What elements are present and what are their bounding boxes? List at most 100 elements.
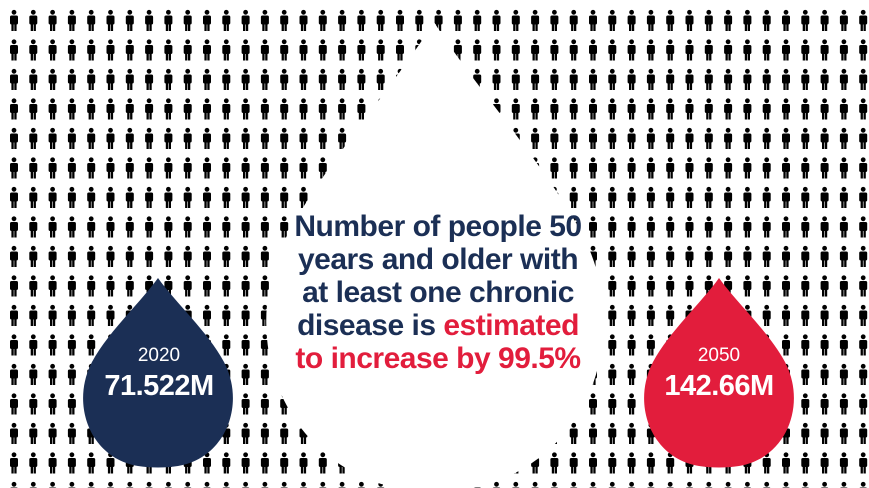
person-icon: [801, 363, 810, 385]
person-icon: [125, 186, 134, 208]
person-icon: [318, 157, 327, 179]
person-icon: [145, 9, 154, 31]
person-icon: [589, 186, 597, 208]
person-icon: [839, 68, 848, 90]
person-icon: [164, 216, 173, 238]
person-icon: [183, 9, 192, 31]
person-icon: [511, 39, 520, 61]
headline-accent-increase: to increase by 99.5%: [295, 342, 581, 375]
person-icon: [782, 9, 790, 31]
person-icon: [260, 39, 269, 61]
person-icon: [203, 68, 211, 90]
person-icon: [10, 157, 18, 179]
person-icon: [782, 39, 790, 61]
person-icon: [396, 9, 404, 31]
person-icon: [67, 9, 76, 31]
person-icon: [685, 98, 694, 120]
person-icon: [106, 127, 115, 149]
person-icon: [145, 216, 154, 238]
person-icon: [10, 422, 18, 444]
person-icon: [685, 481, 694, 488]
person-icon: [183, 157, 192, 179]
person-icon: [87, 245, 96, 267]
person-icon: [705, 481, 713, 488]
person-icon: [10, 334, 18, 356]
person-icon: [743, 9, 752, 31]
person-icon: [280, 452, 289, 474]
person-icon: [376, 68, 385, 90]
person-icon: [550, 68, 559, 90]
person-icon: [646, 216, 655, 238]
person-icon: [492, 39, 501, 61]
person-icon: [762, 275, 771, 297]
person-icon: [646, 452, 655, 474]
person-icon: [241, 275, 250, 297]
person-icon: [164, 186, 173, 208]
person-icon: [511, 9, 520, 31]
person-icon: [145, 186, 154, 208]
person-icon: [260, 9, 269, 31]
person-icon: [241, 157, 250, 179]
person-icon: [10, 363, 18, 385]
person-icon: [801, 422, 810, 444]
person-icon: [376, 9, 385, 31]
person-icon: [222, 157, 231, 179]
person-icon: [222, 216, 231, 238]
person-icon: [106, 68, 115, 90]
person-icon: [685, 216, 694, 238]
person-icon: [318, 39, 327, 61]
person-icon: [762, 98, 771, 120]
person-icon: [125, 127, 134, 149]
person-icon: [782, 334, 790, 356]
person-icon: [67, 304, 76, 326]
person-icon: [280, 157, 289, 179]
person-icon: [48, 245, 57, 267]
person-icon: [724, 481, 732, 488]
person-icon: [801, 186, 810, 208]
person-icon: [260, 245, 269, 267]
person-icon: [724, 127, 733, 149]
stat-2020-year: 2020: [137, 345, 181, 366]
person-icon: [48, 393, 57, 415]
person-icon: [801, 245, 810, 267]
person-icon: [627, 127, 636, 149]
person-icon: [666, 304, 675, 326]
person-icon: [125, 98, 134, 120]
person-icon: [724, 216, 733, 238]
person-icon: [241, 39, 250, 61]
person-icon: [724, 9, 733, 31]
person-icon: [646, 157, 655, 179]
person-icon: [763, 481, 771, 488]
person-icon: [859, 422, 868, 444]
person-icon: [646, 186, 655, 208]
person-icon: [338, 98, 347, 120]
person-icon: [608, 157, 617, 179]
person-icon: [627, 9, 636, 31]
person-icon: [260, 422, 269, 444]
person-icon: [859, 127, 868, 149]
person-icon: [203, 9, 211, 31]
person-icon: [106, 452, 115, 474]
person-icon: [782, 216, 790, 238]
person-icon: [241, 422, 250, 444]
person-icon: [357, 39, 366, 61]
person-icon: [48, 98, 57, 120]
person-icon: [666, 275, 675, 297]
person-icon: [608, 68, 617, 90]
person-icon: [29, 98, 38, 120]
person-icon: [743, 157, 752, 179]
person-icon: [357, 481, 365, 488]
person-icon: [743, 481, 751, 488]
person-icon: [222, 481, 230, 488]
person-icon: [241, 245, 250, 267]
person-icon: [280, 422, 289, 444]
person-icon: [685, 157, 694, 179]
person-icon: [183, 216, 192, 238]
person-icon: [222, 127, 231, 149]
person-icon: [762, 186, 771, 208]
person-icon: [820, 186, 829, 208]
person-icon: [666, 98, 675, 120]
person-icon: [627, 98, 636, 120]
person-icon: [743, 39, 752, 61]
person-icon: [87, 275, 96, 297]
